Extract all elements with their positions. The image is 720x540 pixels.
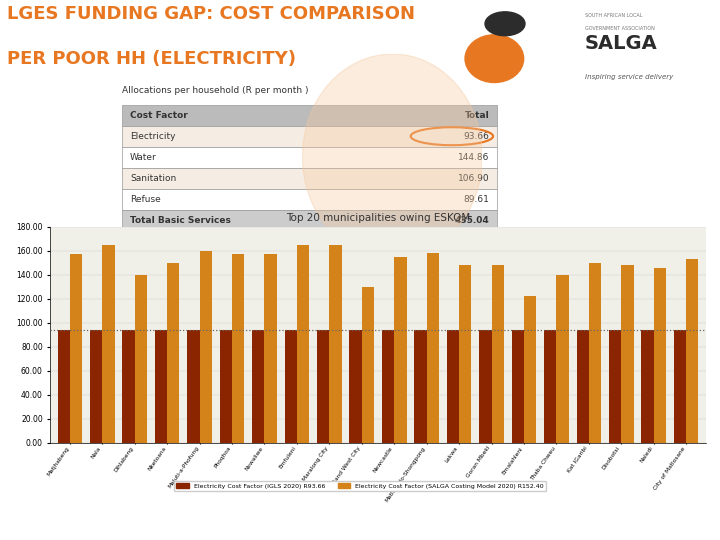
Bar	[480, 330, 492, 443]
Legend: Electricity Cost Factor (IGLS 2020) R93.66, Electricity Cost Factor (SALGA Costi: Electricity Cost Factor (IGLS 2020) R93.…	[174, 481, 546, 491]
FancyBboxPatch shape	[122, 210, 497, 231]
Bar	[220, 330, 232, 443]
Bar	[329, 245, 342, 443]
FancyBboxPatch shape	[122, 189, 497, 210]
Bar	[589, 263, 601, 443]
Text: 435.04: 435.04	[454, 216, 490, 225]
Ellipse shape	[485, 12, 525, 36]
Text: Sanitation: Sanitation	[130, 174, 176, 183]
Bar	[427, 253, 439, 443]
Bar	[492, 265, 504, 443]
Bar	[395, 257, 407, 443]
Text: 93.66: 93.66	[464, 132, 490, 141]
Bar	[187, 330, 199, 443]
Bar	[232, 254, 244, 443]
Bar	[414, 330, 427, 443]
FancyBboxPatch shape	[122, 105, 497, 126]
Bar	[447, 330, 459, 443]
Bar	[686, 259, 698, 443]
Bar	[155, 330, 167, 443]
Bar	[135, 275, 147, 443]
Bar	[349, 330, 361, 443]
Bar	[284, 330, 297, 443]
Text: SOUTH AFRICAN LOCAL: SOUTH AFRICAN LOCAL	[585, 13, 642, 18]
Bar	[58, 330, 70, 443]
Bar	[382, 330, 395, 443]
Text: www.salga.org.za: www.salga.org.za	[555, 521, 680, 534]
Text: Total Basic Services: Total Basic Services	[130, 216, 231, 225]
Bar	[90, 330, 102, 443]
Bar	[264, 254, 276, 443]
Text: 144.86: 144.86	[458, 153, 490, 162]
Text: Electricity: Electricity	[130, 132, 176, 141]
Ellipse shape	[465, 35, 523, 83]
Text: SALGA: SALGA	[585, 35, 657, 53]
Text: Allocations per household (R per month ): Allocations per household (R per month )	[122, 86, 309, 96]
Bar	[102, 245, 114, 443]
Bar	[654, 268, 666, 443]
Bar	[512, 330, 524, 443]
Text: LGES FUNDING GAP: COST COMPARISON: LGES FUNDING GAP: COST COMPARISON	[7, 5, 415, 23]
Bar	[70, 254, 82, 443]
Bar	[674, 330, 686, 443]
Bar	[317, 330, 329, 443]
Text: Water: Water	[130, 153, 157, 162]
Text: PER POOR HH (ELECTRICITY): PER POOR HH (ELECTRICITY)	[7, 50, 296, 68]
Bar	[621, 265, 634, 443]
Text: Cost Factor: Cost Factor	[130, 111, 188, 119]
Text: Source: National Treasury: Source: National Treasury	[122, 234, 213, 240]
Bar	[524, 296, 536, 443]
Text: Refuse: Refuse	[130, 195, 161, 204]
Text: Total: Total	[464, 111, 490, 119]
FancyBboxPatch shape	[122, 126, 497, 147]
Bar	[297, 245, 309, 443]
Bar	[252, 330, 264, 443]
Bar	[609, 330, 621, 443]
FancyBboxPatch shape	[122, 168, 497, 189]
Ellipse shape	[302, 54, 482, 259]
Title: Top 20 municipalities owing ESKOM: Top 20 municipalities owing ESKOM	[286, 213, 470, 223]
Bar	[199, 251, 212, 443]
Bar	[361, 287, 374, 443]
Bar	[459, 265, 472, 443]
Bar	[167, 263, 179, 443]
Bar	[642, 330, 654, 443]
Text: GOVERNMENT ASSOCIATION: GOVERNMENT ASSOCIATION	[585, 25, 654, 31]
Bar	[122, 330, 135, 443]
Text: 89.61: 89.61	[464, 195, 490, 204]
FancyBboxPatch shape	[122, 147, 497, 168]
Bar	[557, 275, 569, 443]
Text: Inspiring service delivery: Inspiring service delivery	[585, 74, 673, 80]
Text: 106.90: 106.90	[458, 174, 490, 183]
Bar	[577, 330, 589, 443]
Bar	[544, 330, 557, 443]
